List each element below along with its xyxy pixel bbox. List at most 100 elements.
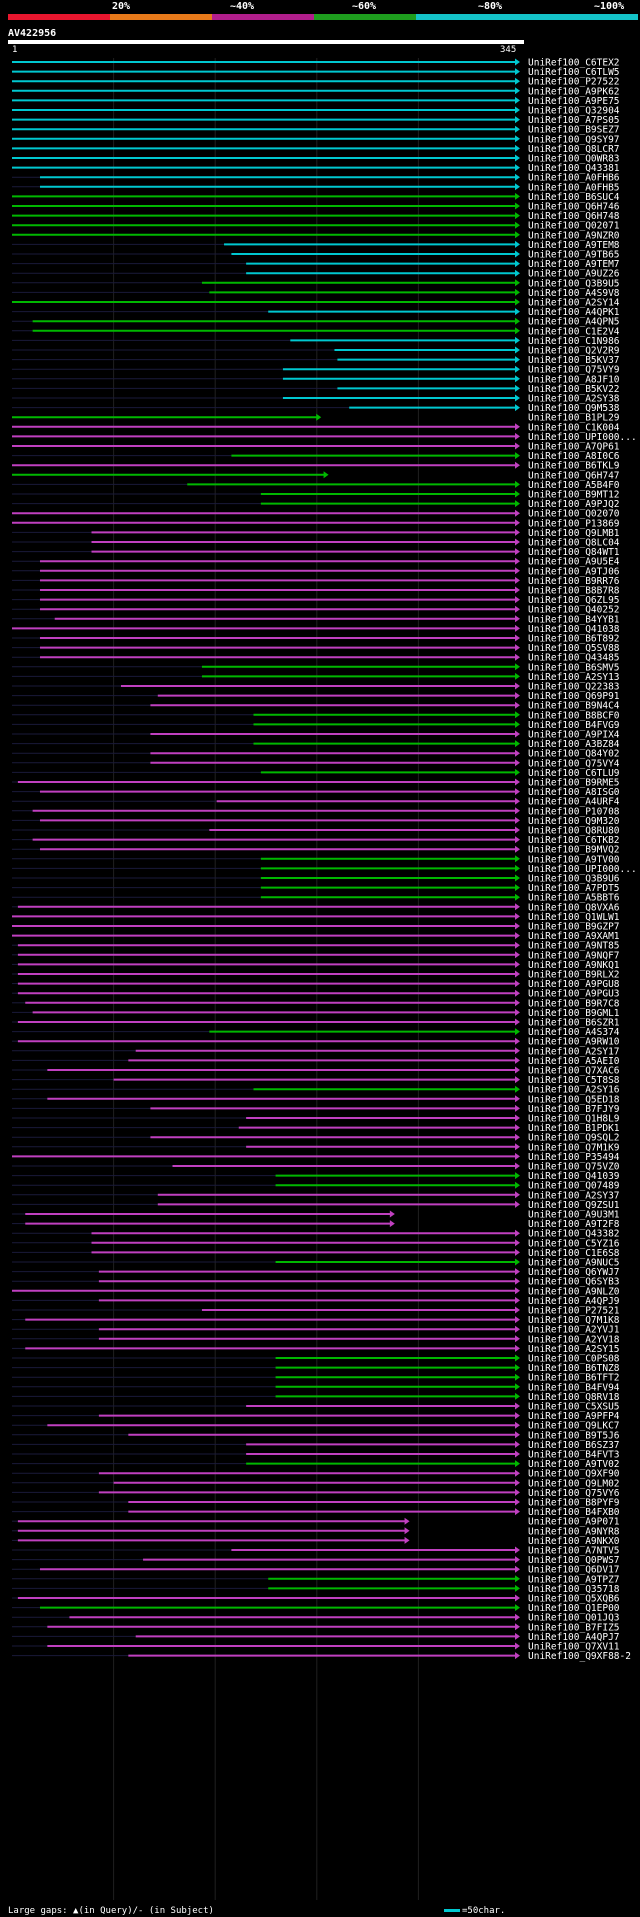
hit-row[interactable]: UniRef100_A9T2F8: [12, 1219, 620, 1230]
hit-row[interactable]: UniRef100_A9UZ26: [12, 269, 620, 280]
hit-row[interactable]: UniRef100_B4FVG9: [12, 720, 620, 731]
hit-label[interactable]: UniRef100_A2SY37: [528, 1190, 620, 1201]
hit-row[interactable]: UniRef100_Q7M1K9: [12, 1142, 620, 1153]
hit-label[interactable]: UniRef100_A5B4F0: [528, 480, 620, 491]
hit-label[interactable]: UniRef100_C0PS08: [528, 1354, 620, 1365]
hit-row[interactable]: UniRef100_Q6H747: [12, 470, 620, 481]
hit-row[interactable]: UniRef100_Q07489: [12, 1181, 620, 1192]
hit-label[interactable]: UniRef100_A2SY17: [528, 1046, 620, 1057]
hit-row[interactable]: UniRef100_UPI000...: [12, 864, 637, 875]
hit-row[interactable]: UniRef100_B9RR76: [12, 576, 620, 587]
hit-label[interactable]: UniRef100_B9MVQ2: [528, 845, 620, 856]
hit-row[interactable]: UniRef100_A8I0C6: [12, 451, 620, 462]
hit-label[interactable]: UniRef100_Q0PWS7: [528, 1555, 620, 1566]
hit-row[interactable]: UniRef100_C5T8S8: [12, 1075, 620, 1086]
hit-label[interactable]: UniRef100_B8B7R8: [528, 586, 620, 597]
hit-label[interactable]: UniRef100_A4QPK1: [528, 307, 620, 318]
hit-row[interactable]: UniRef100_C1E6S8: [12, 1248, 620, 1259]
hit-row[interactable]: UniRef100_Q69P91: [12, 691, 620, 702]
hit-label[interactable]: UniRef100_Q8LCR7: [528, 144, 620, 155]
hit-label[interactable]: UniRef100_A9T2F8: [528, 1219, 620, 1230]
hit-label[interactable]: UniRef100_A9TV00: [528, 854, 620, 865]
hit-row[interactable]: UniRef100_Q0WR83: [12, 154, 620, 165]
hit-label[interactable]: UniRef100_B6SZ37: [528, 1440, 620, 1451]
hit-label[interactable]: UniRef100_A9NUC5: [528, 1258, 620, 1269]
hit-label[interactable]: UniRef100_A2YV18: [528, 1334, 620, 1345]
hit-row[interactable]: UniRef100_Q8LCR7: [12, 144, 620, 155]
hit-label[interactable]: UniRef100_A2SY38: [528, 394, 620, 405]
hit-label[interactable]: UniRef100_A4QPJ7: [528, 1632, 620, 1643]
hit-row[interactable]: UniRef100_A9NQF7: [12, 950, 620, 961]
hit-label[interactable]: UniRef100_Q43382: [528, 1229, 620, 1240]
hit-row[interactable]: UniRef100_C1N986: [12, 336, 620, 347]
hit-label[interactable]: UniRef100_B9T5J6: [528, 1430, 620, 1441]
hit-row[interactable]: UniRef100_C0PS08: [12, 1354, 620, 1365]
hit-label[interactable]: UniRef100_B5KV37: [528, 355, 620, 366]
hit-row[interactable]: UniRef100_B9T5J6: [12, 1430, 620, 1441]
hit-label[interactable]: UniRef100_B6SMV5: [528, 662, 620, 673]
hit-label[interactable]: UniRef100_A5BBT6: [528, 893, 620, 904]
hit-row[interactable]: UniRef100_A9TV00: [12, 854, 620, 865]
hit-row[interactable]: UniRef100_B5KV37: [12, 355, 620, 366]
hit-row[interactable]: UniRef100_A2YV18: [12, 1334, 620, 1345]
hit-row[interactable]: UniRef100_A9XAM1: [12, 931, 620, 942]
hit-row[interactable]: UniRef100_Q6H746: [12, 202, 620, 213]
hit-label[interactable]: UniRef100_Q9SQL2: [528, 1133, 620, 1144]
hit-label[interactable]: UniRef100_A4QPJ9: [528, 1296, 620, 1307]
hit-row[interactable]: UniRef100_Q02071: [12, 221, 620, 232]
hit-label[interactable]: UniRef100_Q9XF88-2: [528, 1651, 631, 1662]
hit-row[interactable]: UniRef100_C5YZ16: [12, 1238, 620, 1249]
hit-label[interactable]: UniRef100_Q9ZSU1: [528, 1200, 620, 1211]
hit-label[interactable]: UniRef100_Q6H747: [528, 470, 620, 481]
hit-label[interactable]: UniRef100_A9NYR8: [528, 1526, 620, 1537]
hit-row[interactable]: UniRef100_Q3B9U5: [12, 278, 620, 289]
hit-row[interactable]: UniRef100_Q41038: [12, 624, 620, 635]
hit-row[interactable]: UniRef100_B6TNZ8: [12, 1363, 620, 1374]
hit-label[interactable]: UniRef100_B6TNZ8: [528, 1363, 620, 1374]
hit-row[interactable]: UniRef100_B6TKL9: [12, 461, 620, 472]
hit-label[interactable]: UniRef100_P35494: [528, 1152, 620, 1163]
hit-label[interactable]: UniRef100_Q5SV88: [528, 643, 620, 654]
hit-row[interactable]: UniRef100_A9U3M1: [12, 1210, 620, 1221]
hit-label[interactable]: UniRef100_A9NZR0: [528, 230, 620, 241]
hit-label[interactable]: UniRef100_B5KV22: [528, 384, 620, 395]
hit-label[interactable]: UniRef100_Q2V2R9: [528, 346, 620, 357]
hit-label[interactable]: UniRef100_Q6YWJ7: [528, 1267, 620, 1278]
hit-label[interactable]: UniRef100_B9MT12: [528, 490, 620, 501]
hit-row[interactable]: UniRef100_B6SZ37: [12, 1440, 620, 1451]
hit-label[interactable]: UniRef100_Q75VZ0: [528, 1162, 620, 1173]
hit-label[interactable]: UniRef100_A7PDT5: [528, 883, 620, 894]
hit-row[interactable]: UniRef100_B6T892: [12, 634, 620, 645]
hit-label[interactable]: UniRef100_Q41039: [528, 1171, 620, 1182]
hit-label[interactable]: UniRef100_C6TKB2: [528, 835, 620, 846]
hit-label[interactable]: UniRef100_B9RME5: [528, 778, 620, 789]
hit-row[interactable]: UniRef100_Q32904: [12, 106, 620, 117]
hit-row[interactable]: UniRef100_C5XSU5: [12, 1402, 620, 1413]
hit-row[interactable]: UniRef100_B1PL29: [12, 413, 620, 424]
hit-row[interactable]: UniRef100_A4S9V8: [12, 288, 620, 299]
hit-row[interactable]: UniRef100_Q9SY97: [12, 134, 620, 145]
hit-row[interactable]: UniRef100_Q43382: [12, 1229, 620, 1240]
hit-label[interactable]: UniRef100_Q8LC04: [528, 538, 620, 549]
hit-label[interactable]: UniRef100_C5XSU5: [528, 1402, 620, 1413]
hit-label[interactable]: UniRef100_Q5ED18: [528, 1094, 620, 1105]
hit-label[interactable]: UniRef100_A9NT85: [528, 941, 620, 952]
hit-label[interactable]: UniRef100_P27522: [528, 77, 620, 88]
hit-row[interactable]: UniRef100_C1K004: [12, 422, 620, 433]
hit-label[interactable]: UniRef100_A9UZ26: [528, 269, 620, 280]
hit-label[interactable]: UniRef100_B4FVT3: [528, 1450, 620, 1461]
hit-label[interactable]: UniRef100_C1E6S8: [528, 1248, 620, 1259]
hit-row[interactable]: UniRef100_C6TLU9: [12, 768, 620, 779]
hit-row[interactable]: UniRef100_B4YYB1: [12, 614, 620, 625]
hit-label[interactable]: UniRef100_A4S374: [528, 1027, 620, 1038]
hit-label[interactable]: UniRef100_B6TFT2: [528, 1373, 620, 1384]
hit-row[interactable]: UniRef100_Q8LC04: [12, 538, 620, 549]
hit-row[interactable]: UniRef100_Q41039: [12, 1171, 620, 1182]
hit-label[interactable]: UniRef100_A9PGU3: [528, 989, 620, 1000]
hit-row[interactable]: UniRef100_P27522: [12, 77, 620, 88]
hit-label[interactable]: UniRef100_Q7XAC6: [528, 1066, 620, 1077]
hit-label[interactable]: UniRef100_A0FHB5: [528, 182, 620, 193]
hit-row[interactable]: UniRef100_A9NKQ1: [12, 960, 620, 971]
hit-row[interactable]: UniRef100_A9NLZ0: [12, 1286, 620, 1297]
hit-row[interactable]: UniRef100_A9TJ06: [12, 566, 620, 577]
